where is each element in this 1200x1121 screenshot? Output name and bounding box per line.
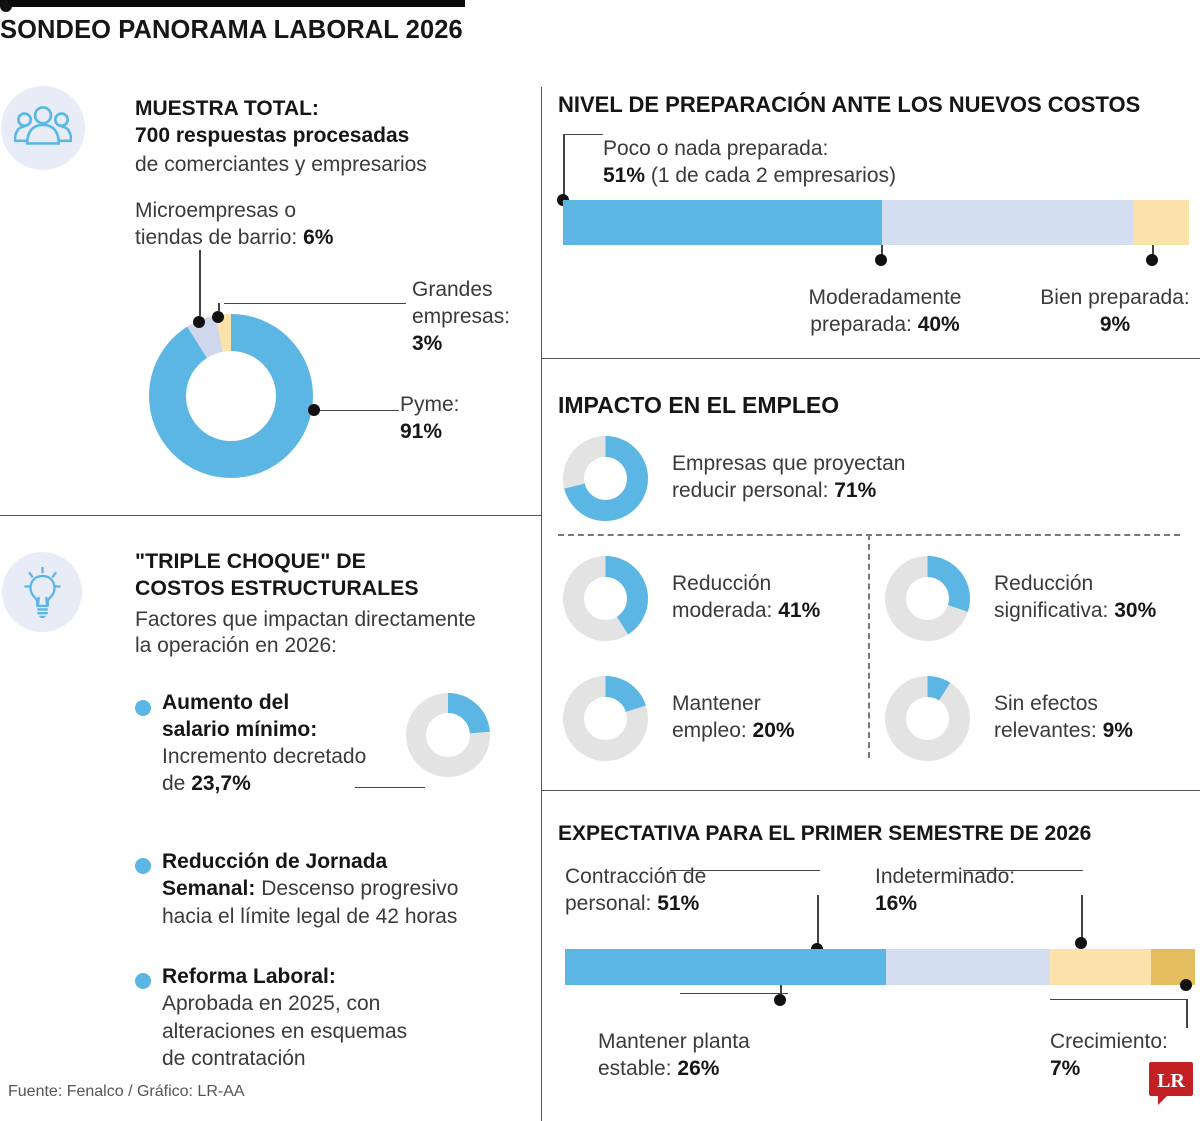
svg-text:LR: LR [1157, 1070, 1185, 1092]
